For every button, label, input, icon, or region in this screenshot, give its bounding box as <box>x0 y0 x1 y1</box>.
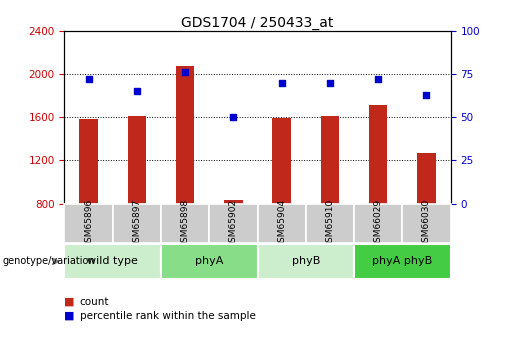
Point <box>326 80 334 86</box>
Bar <box>128 116 146 204</box>
Bar <box>321 116 339 204</box>
Text: count: count <box>80 297 109 307</box>
Point <box>422 92 431 98</box>
Text: GSM65904: GSM65904 <box>277 199 286 248</box>
Bar <box>79 119 98 204</box>
Bar <box>161 204 209 243</box>
Bar <box>258 204 306 243</box>
Bar <box>258 244 354 279</box>
Text: GSM65902: GSM65902 <box>229 199 238 248</box>
Point <box>229 115 237 120</box>
Text: phyB: phyB <box>291 256 320 266</box>
Bar <box>354 204 402 243</box>
Text: genotype/variation: genotype/variation <box>3 256 95 266</box>
Text: GSM66030: GSM66030 <box>422 199 431 248</box>
Bar <box>306 204 354 243</box>
Bar <box>209 204 258 243</box>
Text: ■: ■ <box>64 297 75 307</box>
Text: GSM65910: GSM65910 <box>325 199 334 248</box>
Text: GSM65898: GSM65898 <box>181 199 190 248</box>
Bar <box>64 204 113 243</box>
Text: percentile rank within the sample: percentile rank within the sample <box>80 311 256 321</box>
Point <box>133 89 141 94</box>
Point <box>181 70 189 75</box>
Text: wild type: wild type <box>87 256 138 266</box>
Text: phyA phyB: phyA phyB <box>372 256 433 266</box>
Point <box>278 80 286 86</box>
Bar <box>113 204 161 243</box>
Bar <box>161 244 258 279</box>
Point <box>374 77 382 82</box>
Bar <box>417 154 436 204</box>
Text: GSM66029: GSM66029 <box>374 199 383 248</box>
Bar <box>402 204 451 243</box>
Title: GDS1704 / 250433_at: GDS1704 / 250433_at <box>181 16 334 30</box>
Bar <box>64 244 161 279</box>
Text: GSM65897: GSM65897 <box>132 199 141 248</box>
Text: GSM65896: GSM65896 <box>84 199 93 248</box>
Bar <box>369 106 387 204</box>
Text: ■: ■ <box>64 311 75 321</box>
Bar <box>176 66 194 204</box>
Bar <box>272 118 291 204</box>
Point <box>84 77 93 82</box>
Bar <box>224 200 243 204</box>
Bar <box>354 244 451 279</box>
Text: phyA: phyA <box>195 256 224 266</box>
